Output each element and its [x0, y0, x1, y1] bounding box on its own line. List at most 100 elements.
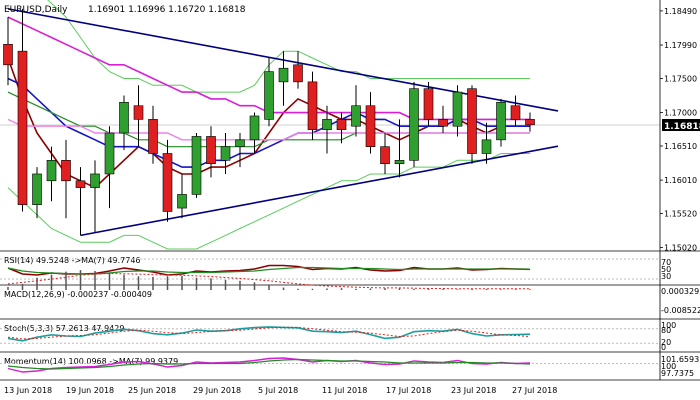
chart-header-ohlc: 1.16901 1.16996 1.16720 1.16818: [88, 5, 246, 15]
candle: [133, 85, 144, 147]
candle-body-bear: [336, 119, 347, 130]
candle-body-bear: [206, 136, 216, 165]
rsi-scale-30: 30: [661, 272, 671, 281]
candle: [293, 51, 303, 89]
stoch-scale-20: 20: [661, 338, 671, 347]
momentum-label: Momentum(14) 100.0968 ->MA(7) 99.9379: [4, 357, 178, 366]
x-axis-label: 5 Jul 2018: [258, 386, 298, 395]
candle: [510, 95, 521, 127]
macd-panel: [7, 270, 531, 290]
x-axis-label: 23 Jul 2018: [451, 386, 496, 395]
candle-body-bull: [249, 115, 260, 141]
candle: [307, 71, 318, 140]
macd-scale-top: 0.000329: [661, 287, 699, 296]
candle: [322, 105, 332, 154]
candle-body-bear: [365, 105, 376, 147]
candle-body-bull: [46, 160, 57, 182]
current-price-marker: 1.16818: [662, 119, 700, 132]
stoch-panel: [0, 326, 660, 344]
candle-body-bull: [177, 194, 187, 209]
candle: [365, 92, 376, 154]
candle: [61, 139, 71, 219]
candle: [32, 167, 42, 219]
price-axis-label: 1.16010: [664, 176, 697, 185]
stoch-scale-80: 80: [661, 326, 671, 335]
time-axis: 13 Jun 2018 19 Jun 2018 25 Jun 2018 29 J…: [4, 386, 557, 395]
candle: [380, 133, 390, 174]
candle-body-bull: [90, 173, 100, 188]
candle-body-bear: [133, 105, 144, 120]
candle-body-bull: [496, 102, 506, 141]
candle-body-bull: [322, 119, 332, 130]
price-axis-label: 1.17000: [664, 109, 697, 118]
candle-body-bull: [278, 67, 289, 83]
chart-header-symbol: EURUSD,Daily: [4, 5, 68, 15]
trendline-lower: [80, 145, 559, 237]
candle: [423, 81, 434, 127]
stoch-d-line: [7, 326, 531, 340]
current-price-label: 1.16818: [664, 122, 700, 132]
candle: [17, 8, 28, 212]
candle: [438, 105, 448, 134]
price-axis-label: 1.16510: [664, 142, 697, 151]
candle-body-bear: [380, 146, 390, 165]
candle-body-bull: [452, 91, 463, 127]
candle: [496, 98, 506, 147]
candle-body-bull: [264, 71, 274, 120]
x-axis-label: 17 Jul 2018: [386, 386, 431, 395]
momentum-ma-line: [7, 358, 531, 370]
candle-body-bear: [17, 50, 28, 205]
candle: [336, 112, 347, 144]
stoch-scale-0: 0: [661, 343, 666, 352]
x-axis-label: 13 Jun 2018: [4, 386, 52, 395]
candle-body-bear: [307, 81, 318, 130]
x-axis-label: 19 Jun 2018: [66, 386, 114, 395]
candle-body-bear: [75, 180, 86, 188]
candle-body-bull: [220, 146, 231, 161]
macd-scale-bottom: -0.008522: [661, 306, 700, 315]
candle-body-bear: [525, 119, 535, 126]
momentum-scale-bottom: 97.7375: [661, 369, 694, 378]
candle: [104, 126, 115, 209]
candle-body-bull: [104, 132, 115, 175]
candle-body-bull: [409, 88, 419, 161]
candle-body-bull: [191, 136, 202, 195]
candle-body-bull: [119, 102, 129, 134]
candle: [264, 57, 274, 127]
price-axis-label: 1.15020: [664, 244, 697, 253]
candle: [452, 85, 463, 137]
candle-body-bear: [438, 119, 448, 127]
x-axis-label: 27 Jul 2018: [512, 386, 557, 395]
candle: [220, 133, 231, 174]
candle-body-bear: [293, 64, 303, 83]
candlesticks[interactable]: [3, 8, 535, 236]
rsi-label: RSI(14) 49.5248 ->MA(7) 49.7746: [4, 256, 141, 265]
macd-signal-line: [7, 272, 531, 290]
price-grid: [0, 124, 700, 381]
x-axis-label: 25 Jun 2018: [128, 386, 176, 395]
candle: [525, 112, 535, 132]
candle: [90, 160, 100, 232]
candle-body-bull: [394, 160, 405, 165]
candle: [191, 133, 202, 198]
rsi-scale-70: 70: [661, 258, 671, 267]
candle-body-bear: [3, 44, 13, 66]
candle-body-bear: [162, 153, 173, 212]
candle: [119, 95, 129, 151]
candle-body-bull: [481, 139, 492, 154]
price-axis-label: 1.15520: [664, 210, 697, 219]
rsi-scale-50: 50: [661, 265, 671, 274]
x-axis-label: 29 Jun 2018: [193, 386, 241, 395]
candle: [467, 85, 477, 164]
x-axis-label: 11 Jul 2018: [322, 386, 367, 395]
candle-body-bear: [148, 119, 158, 154]
candle: [394, 119, 405, 178]
candle: [148, 105, 158, 164]
candle: [481, 122, 492, 164]
candle-body-bear: [61, 160, 71, 182]
momentum-panel: [0, 357, 660, 373]
candle: [249, 112, 260, 154]
candle: [3, 17, 13, 86]
macd-label: MACD(12,26,9) -0.000237 -0.000409: [4, 290, 152, 299]
